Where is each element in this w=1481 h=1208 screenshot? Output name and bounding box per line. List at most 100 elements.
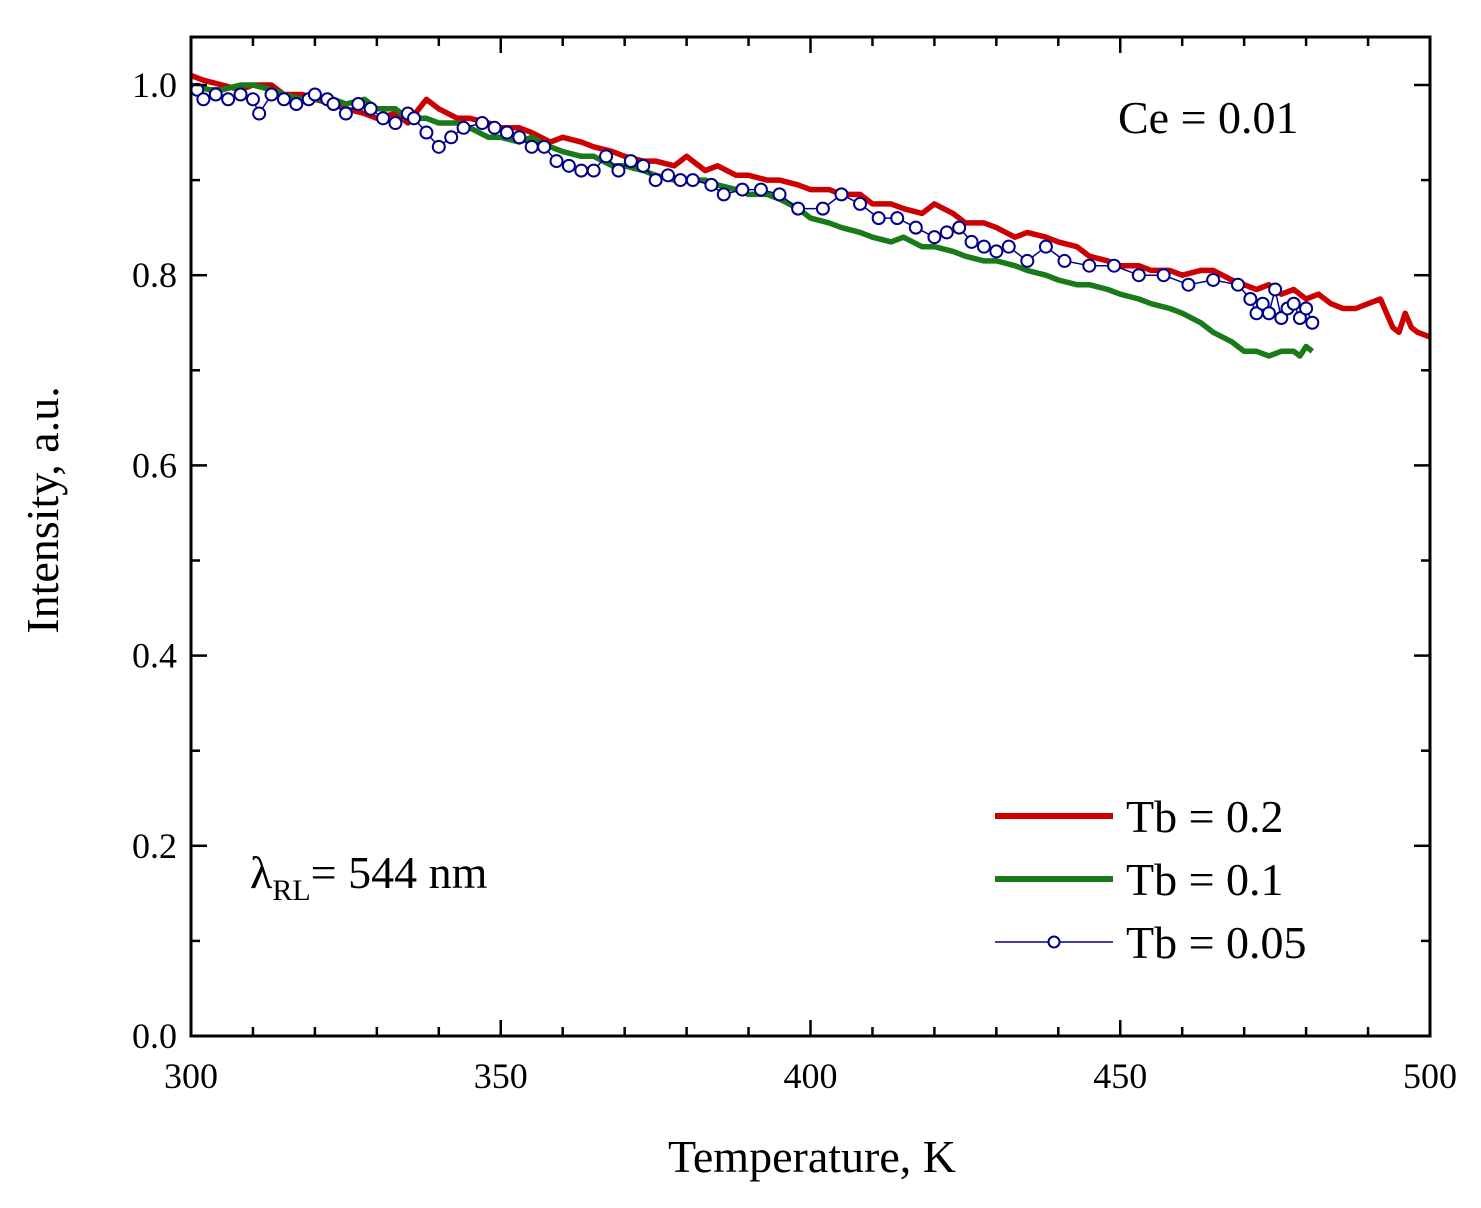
series-point-2 <box>1255 296 1270 311</box>
legend-label-tb-0-2: Tb = 0.2 <box>1126 791 1284 842</box>
series-layer <box>190 72 1431 359</box>
series-point-2 <box>537 139 552 154</box>
legend-marker-tb-0-05 <box>1047 935 1061 949</box>
series-point-2 <box>753 182 768 197</box>
series-point-2 <box>561 158 576 173</box>
lambda-value: = 544 nm <box>311 847 488 898</box>
series-point-2 <box>964 234 979 249</box>
series-point-2 <box>704 177 719 192</box>
series-point-2 <box>264 87 279 102</box>
series-point-2 <box>252 106 267 121</box>
y-tick-label: 0.2 <box>132 826 177 866</box>
series-point-2 <box>1107 258 1122 273</box>
series-point-2 <box>388 116 403 131</box>
series-point-2 <box>419 125 434 140</box>
series-point-2 <box>735 182 750 197</box>
lambda-symbol: λ <box>250 847 273 898</box>
series-point-2 <box>444 130 459 145</box>
series-point-2 <box>431 139 446 154</box>
series-point-2 <box>871 211 886 226</box>
y-tick-label: 0.0 <box>132 1016 177 1056</box>
series-point-2 <box>363 101 378 116</box>
series-point-2 <box>1082 258 1097 273</box>
series-point-2 <box>661 168 676 183</box>
series-point-2 <box>673 173 688 188</box>
series-point-2 <box>648 173 663 188</box>
series-point-2 <box>1206 272 1221 287</box>
series-point-2 <box>853 196 868 211</box>
series-point-2 <box>376 111 391 126</box>
x-tick-label: 450 <box>1093 1056 1147 1096</box>
series-point-2 <box>574 163 589 178</box>
legend-label-tb-0-05: Tb = 0.05 <box>1126 917 1307 968</box>
series-point-2 <box>338 106 353 121</box>
x-axis-title: Temperature, K <box>668 1131 956 1182</box>
series-point-2 <box>939 225 954 240</box>
series-point-2 <box>716 187 731 202</box>
y-tick-label: 1.0 <box>132 65 177 105</box>
series-point-2 <box>208 87 223 102</box>
series-point-2 <box>549 154 564 169</box>
lambda-subscript: RL <box>272 874 310 907</box>
x-tick-label: 300 <box>164 1056 218 1096</box>
series-point-2 <box>351 97 366 112</box>
series-point-2 <box>611 163 626 178</box>
series-point-2 <box>1230 277 1245 292</box>
series-point-2 <box>989 244 1004 259</box>
series-point-2 <box>1292 310 1307 325</box>
plot-frame <box>189 35 1432 1038</box>
series-point-2 <box>815 201 830 216</box>
series-point-2 <box>1131 268 1146 283</box>
legend: Tb = 0.2 Tb = 0.1 Tb = 0.05 <box>995 791 1307 968</box>
y-tick-label: 0.6 <box>132 445 177 485</box>
series-point-2 <box>326 97 341 112</box>
series-point-2 <box>952 220 967 235</box>
series-point-2 <box>1156 268 1171 283</box>
series-point-2 <box>524 139 539 154</box>
series-point-2 <box>307 87 322 102</box>
series-point-2 <box>1274 310 1289 325</box>
series-point-2 <box>475 116 490 131</box>
y-axis-title: Intensity, a.u. <box>17 386 68 633</box>
series-point-2 <box>908 220 923 235</box>
series-point-2 <box>487 120 502 135</box>
series-point-2 <box>623 154 638 169</box>
series-point-2 <box>512 130 527 145</box>
series-point-2 <box>196 92 211 107</box>
series-point-2 <box>1261 306 1276 321</box>
series-point-2 <box>1299 301 1314 316</box>
series-point-2 <box>685 173 700 188</box>
series-point-2 <box>456 120 471 135</box>
series-point-2 <box>499 125 514 140</box>
series-point-2 <box>1243 291 1258 306</box>
series-point-2 <box>791 201 806 216</box>
series-point-2 <box>1181 277 1196 292</box>
series-point-2 <box>276 92 291 107</box>
series-point-2 <box>890 211 905 226</box>
series-point-2 <box>221 92 236 107</box>
x-tick-label: 500 <box>1403 1056 1457 1096</box>
ce-annotation: Ce = 0.01 <box>1118 92 1299 143</box>
series-point-2 <box>976 239 991 254</box>
series-point-2 <box>586 163 601 178</box>
series-point-2 <box>599 149 614 164</box>
legend-label-tb-0-1: Tb = 0.1 <box>1126 854 1284 905</box>
x-tick-label: 400 <box>784 1056 838 1096</box>
x-tick-label: 350 <box>474 1056 528 1096</box>
series-point-2 <box>1038 239 1053 254</box>
wavelength-annotation: λRL= 544 nm <box>250 847 488 907</box>
series-point-2 <box>1268 282 1283 297</box>
series-point-2 <box>1001 239 1016 254</box>
series-point-2 <box>1286 296 1301 311</box>
series-point-2 <box>772 187 787 202</box>
series-point-2 <box>407 111 422 126</box>
series-point-2 <box>1305 315 1320 330</box>
series-point-2 <box>1020 253 1035 268</box>
y-tick-label: 0.4 <box>132 636 177 676</box>
series-point-2 <box>233 87 248 102</box>
series-point-2 <box>636 158 651 173</box>
series-point-2 <box>245 92 260 107</box>
series-point-2 <box>289 97 304 112</box>
